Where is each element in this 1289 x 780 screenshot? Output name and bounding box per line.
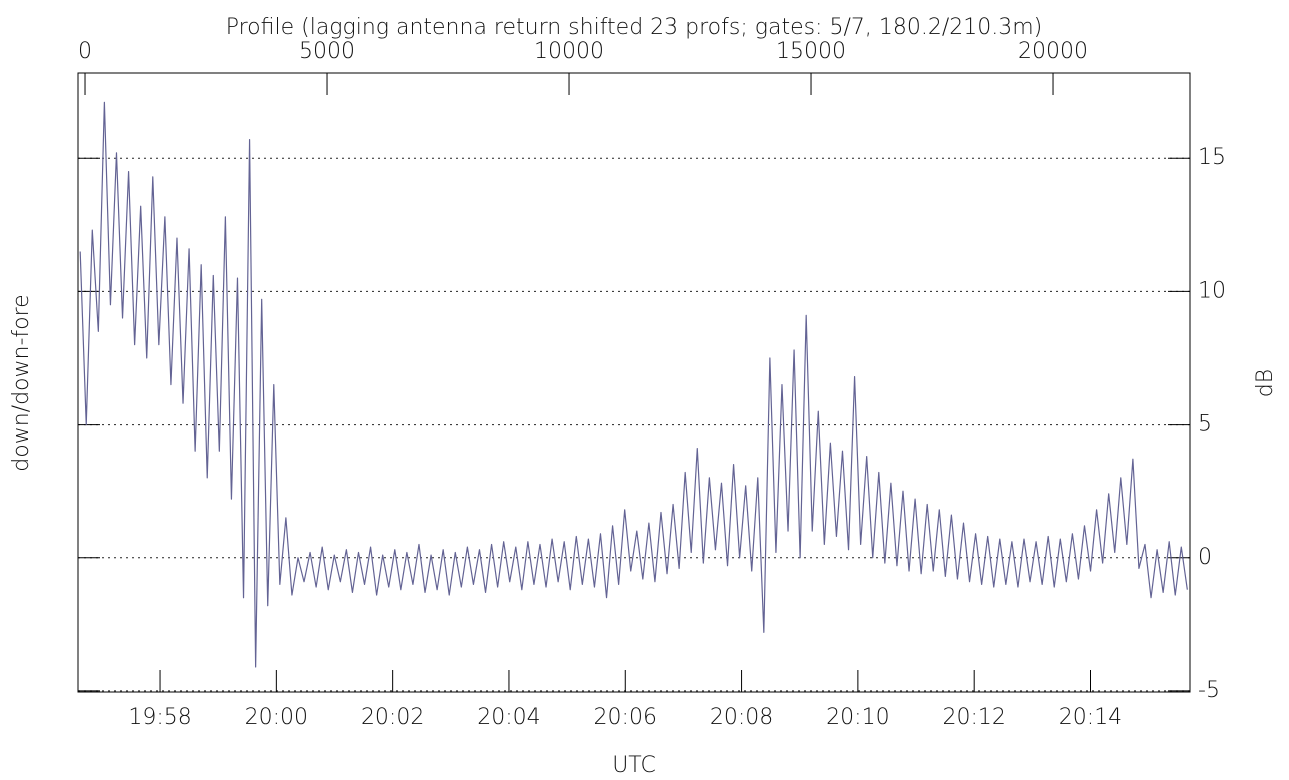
x2-tick-label: 20:04: [477, 705, 540, 730]
x-tick-label: 10000: [534, 39, 604, 64]
x2-tick-label: 20:06: [594, 705, 657, 730]
plot-frame: [77, 72, 1191, 693]
y2-tick-label: -5: [1198, 678, 1220, 703]
y2-tick-label: 0: [1198, 545, 1212, 570]
x2-tick-label: 20:12: [942, 705, 1005, 730]
y2-tick-label: 10: [1198, 278, 1226, 303]
y2-tick-label: 15: [1198, 145, 1226, 170]
y2-tick-label: 5: [1198, 412, 1212, 437]
x2-tick-label: 20:08: [710, 705, 773, 730]
y2-axis-label: dB: [1253, 369, 1278, 397]
x-tick-label: 20000: [1018, 39, 1088, 64]
y-axis-label: down/down-fore: [9, 294, 34, 471]
x-tick-label: 5000: [299, 39, 355, 64]
x-tick-label: 15000: [776, 39, 846, 64]
x2-tick-label: 20:02: [361, 705, 424, 730]
data-line: [79, 101, 1188, 668]
x2-tick-label: 20:00: [245, 705, 308, 730]
x-tick-label: 0: [78, 39, 92, 64]
x-axis-label: UTC: [612, 753, 656, 778]
x2-tick-label: 20:10: [826, 705, 889, 730]
chart-title: Profile (lagging antenna return shifted …: [226, 15, 1043, 40]
x2-tick-label: 20:14: [1059, 705, 1122, 730]
x2-tick-label: 19:58: [128, 705, 191, 730]
